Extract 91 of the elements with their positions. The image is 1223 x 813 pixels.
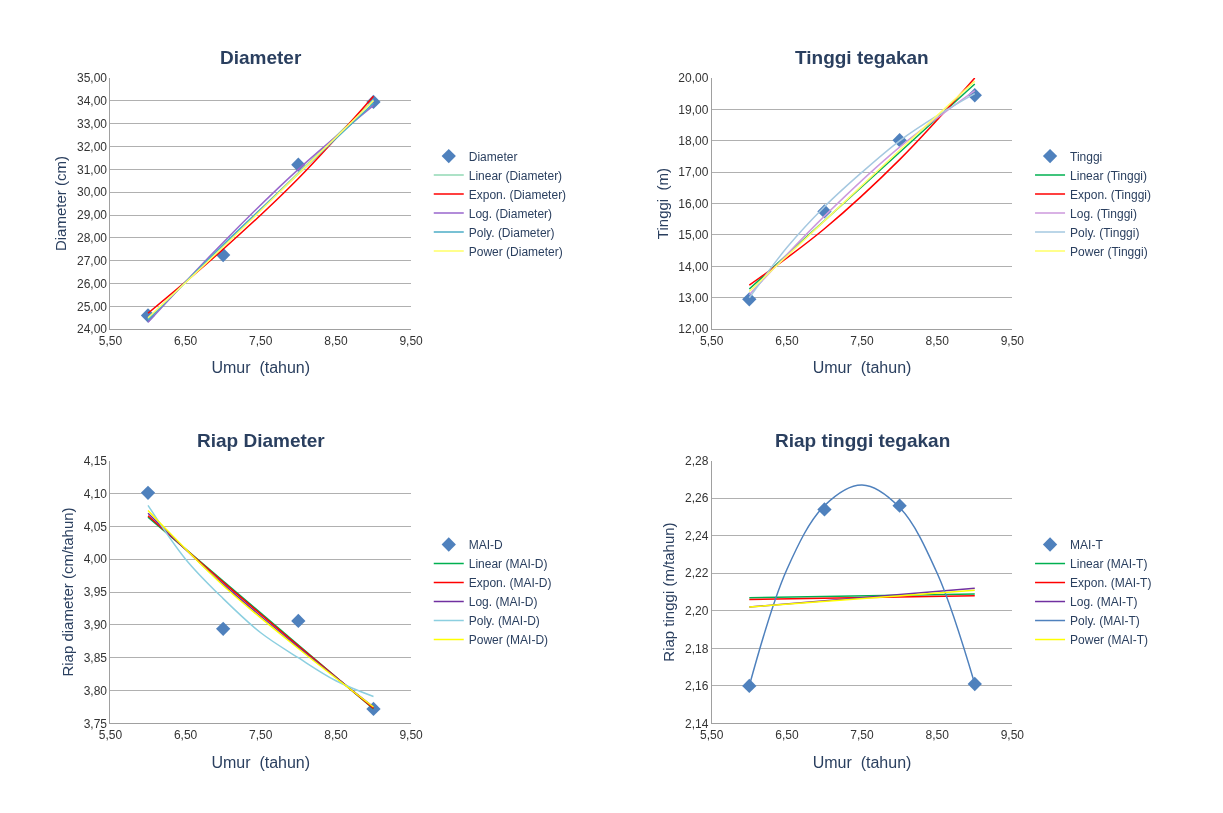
- y-axis-title: Tinggi (m): [653, 168, 671, 240]
- x-axis-title: Umur (tahun): [211, 359, 311, 377]
- y-tick-label: 2,16: [684, 679, 709, 694]
- x-axis-title: Umur (tahun): [211, 753, 311, 771]
- y-tick-label: 34,00: [76, 94, 108, 109]
- point: [817, 502, 832, 517]
- y-tick-label: 14,00: [678, 259, 709, 274]
- y-tick-label: 4,10: [83, 486, 108, 501]
- y-tick-label: 16,00: [678, 196, 709, 211]
- legend-label: Power (Tinggi): [1070, 244, 1148, 259]
- legend-label: Linear (Tinggi): [1070, 168, 1147, 183]
- legend-label: Log. (MAI-T): [1070, 595, 1138, 610]
- x-axis-title: Umur (tahun): [812, 753, 912, 771]
- x-tick-label: 6,50: [173, 333, 198, 348]
- legend-label: MAI-T: [1070, 538, 1104, 553]
- y-tick-label: 25,00: [76, 299, 108, 314]
- y-tick-label: 4,15: [83, 453, 108, 468]
- legend-label: Expon. (Tinggi): [1070, 187, 1151, 202]
- y-tick-label: 17,00: [678, 165, 709, 180]
- x-tick-label: 8,50: [324, 727, 348, 742]
- x-tick-label: 7,50: [249, 333, 273, 348]
- y-axis-title: Riap tinggi (m/tahun): [660, 522, 678, 662]
- y-tick-label: 20,00: [678, 71, 709, 86]
- y-tick-label: 32,00: [76, 139, 108, 154]
- y-tick-label: 31,00: [76, 162, 108, 177]
- legend-label: Diameter: [468, 149, 518, 164]
- legend-label: Power (MAI-D): [468, 633, 549, 648]
- chart-title: Riap Diameter: [197, 430, 326, 451]
- y-axis-title: Riap diameter (cm/tahun): [58, 507, 76, 677]
- y-tick-label: 2,26: [684, 491, 709, 506]
- x-tick-label: 8,50: [925, 727, 950, 742]
- y-tick-label: 3,80: [83, 683, 108, 698]
- x-tick-label: 9,50: [1000, 727, 1025, 742]
- y-axis-title: Diameter (cm): [52, 156, 70, 252]
- legend-label: Linear (MAI-D): [468, 557, 548, 572]
- x-tick-label: 8,50: [925, 333, 950, 348]
- y-tick-label: 19,00: [678, 102, 709, 117]
- legend-label: Expon. (MAI-D): [468, 576, 552, 591]
- chart-title: Riap tinggi tegakan: [775, 430, 951, 451]
- legend-label: Poly. (MAI-D): [468, 614, 540, 629]
- y-tick-label: 2,28: [684, 453, 709, 468]
- point: [742, 292, 757, 307]
- x-axis-title: Umur (tahun): [812, 359, 912, 377]
- x-tick-label: 7,50: [850, 727, 875, 742]
- point: [216, 621, 231, 636]
- x-tick-label: 6,50: [173, 727, 198, 742]
- y-tick-label: 15,00: [678, 228, 709, 243]
- x-tick-label: 6,50: [775, 333, 799, 348]
- x-tick-label: 8,50: [324, 333, 348, 348]
- y-tick-label: 18,00: [678, 133, 709, 148]
- legend-label: Poly. (Diameter): [468, 225, 555, 240]
- legend-label: Poly. (MAI-T): [1070, 614, 1140, 629]
- x-tick-label: 6,50: [775, 727, 799, 742]
- legend-label: Expon. (Diameter): [468, 187, 567, 202]
- legend-label: Log. (Diameter): [468, 206, 553, 221]
- legend-label: Power (MAI-T): [1070, 633, 1149, 648]
- legend-label: Linear (MAI-T): [1070, 557, 1148, 572]
- legend-label: Log. (Tinggi): [1070, 206, 1137, 221]
- y-tick-label: 3,95: [83, 585, 108, 600]
- chart-title: Tinggi tegakan: [795, 47, 929, 68]
- x-tick-label: 7,50: [850, 333, 875, 348]
- legend-label: Linear (Diameter): [468, 168, 563, 183]
- y-tick-label: 2,18: [684, 641, 709, 656]
- legend-label: Log. (MAI-D): [468, 595, 538, 610]
- y-tick-label: 3,90: [83, 618, 108, 633]
- legend-label: MAI-D: [468, 538, 504, 553]
- x-tick-label: 7,50: [249, 727, 273, 742]
- x-tick-label: 9,50: [399, 727, 424, 742]
- y-tick-label: 4,05: [83, 519, 108, 534]
- y-tick-label: 28,00: [76, 231, 108, 246]
- y-tick-label: 2,20: [684, 603, 709, 618]
- y-tick-label: 30,00: [76, 185, 108, 200]
- legend-label: Tinggi: [1070, 149, 1103, 164]
- y-tick-label: 4,00: [83, 552, 108, 567]
- y-tick-label: 35,00: [76, 71, 108, 86]
- y-tick-label: 29,00: [76, 208, 108, 223]
- point: [140, 485, 156, 500]
- y-tick-label: 26,00: [76, 276, 108, 291]
- legend-label: Expon. (MAI-T): [1070, 576, 1152, 591]
- y-tick-label: 33,00: [76, 116, 108, 131]
- y-tick-label: 27,00: [76, 253, 108, 268]
- y-tick-label: 2,24: [684, 528, 709, 543]
- y-tick-label: 2,22: [684, 566, 709, 581]
- point: [291, 613, 306, 629]
- chart-title: Diameter: [220, 47, 302, 68]
- y-tick-label: 3,85: [83, 650, 108, 665]
- legend-label: Poly. (Tinggi): [1070, 225, 1140, 240]
- legend-label: Power (Diameter): [468, 244, 563, 259]
- x-tick-label: 9,50: [1000, 333, 1025, 348]
- y-tick-label: 13,00: [678, 291, 709, 305]
- x-tick-label: 9,50: [399, 333, 424, 348]
